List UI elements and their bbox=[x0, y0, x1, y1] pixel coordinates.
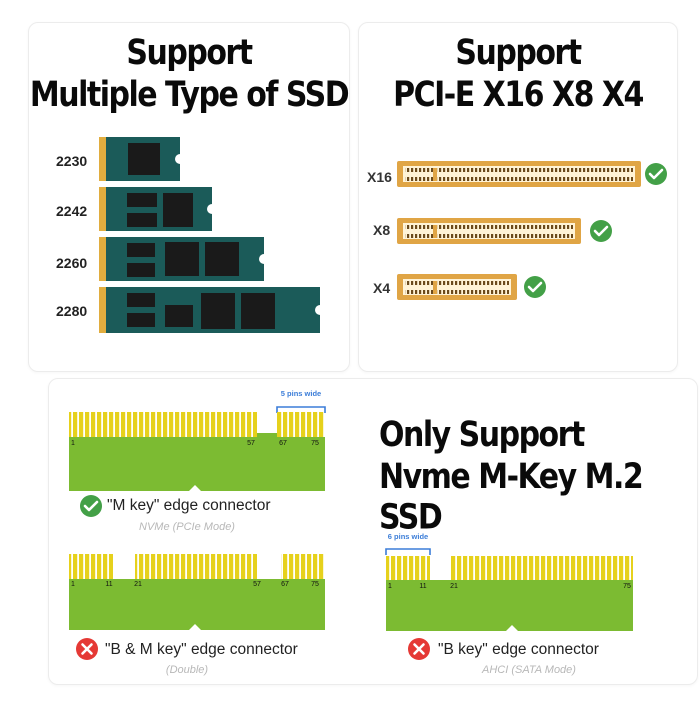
ssd-size-label-2280: 2280 bbox=[56, 303, 88, 319]
m-key-bracket bbox=[276, 406, 326, 413]
pin-number: 75 bbox=[623, 583, 631, 590]
ssd-size-label-2260: 2260 bbox=[56, 255, 88, 271]
ssd-size-label-2242: 2242 bbox=[56, 203, 88, 219]
ssd-panel-title-line1: Support bbox=[126, 33, 253, 74]
ssd-types-panel: Support Multiple Type of SSD 2230 2242 2… bbox=[28, 22, 350, 372]
connector-panel: Only Support Nvme M-Key M.2 SSD bbox=[48, 378, 698, 685]
pin-number: 1 bbox=[71, 440, 75, 447]
pin-number: 57 bbox=[253, 581, 261, 588]
pin-number: 21 bbox=[134, 581, 142, 588]
ssd-2260-module bbox=[99, 237, 264, 281]
b-key-subcaption: AHCI (SATA Mode) bbox=[482, 664, 576, 676]
pin-number: 67 bbox=[279, 440, 287, 447]
pcie-panel-title-line1: Support bbox=[455, 33, 582, 74]
pin-number: 75 bbox=[311, 440, 319, 447]
pcie-x16-slot bbox=[397, 161, 641, 187]
pin-number: 21 bbox=[450, 583, 458, 590]
pcie-x8-slot bbox=[397, 218, 581, 244]
ssd-size-label-2230: 2230 bbox=[56, 153, 88, 169]
b-key-pins-wide-label: 6 pins wide bbox=[388, 532, 428, 541]
connector-panel-title-line1: Only Support bbox=[379, 415, 585, 456]
bm-key-caption: "B & M key" edge connector bbox=[105, 641, 298, 658]
pin-number: 11 bbox=[105, 581, 112, 588]
ssd-2280-module bbox=[99, 287, 320, 333]
pin-number: 1 bbox=[71, 581, 75, 588]
m-key-pins-wide-label: 5 pins wide bbox=[281, 389, 321, 398]
ssd-modules-illustration bbox=[99, 137, 320, 333]
connector-diagrams: 5 pins wide 6 pins wide 1 57 67 75 1 11 … bbox=[69, 389, 633, 660]
check-icon bbox=[645, 163, 667, 185]
pcie-x4-slot bbox=[397, 274, 517, 300]
pcie-slot-label-x16: X16 bbox=[367, 169, 392, 185]
ssd-panel-title-line2: Multiple Type of SSD bbox=[29, 75, 350, 116]
b-key-bracket bbox=[385, 548, 431, 555]
m-key-connector bbox=[69, 406, 326, 491]
check-icon bbox=[80, 495, 102, 517]
ssd-2230-module bbox=[99, 137, 180, 181]
connector-panel-title-line2: Nvme M-Key M.2 SSD bbox=[379, 457, 644, 538]
pcie-slot-label-x8: X8 bbox=[373, 222, 391, 238]
pin-number: 11 bbox=[419, 583, 426, 590]
check-icon bbox=[590, 220, 612, 242]
ssd-2242-module bbox=[99, 187, 212, 231]
check-icon bbox=[524, 276, 546, 298]
m-key-caption: "M key" edge connector bbox=[107, 497, 271, 514]
pin-number: 1 bbox=[388, 583, 392, 590]
pin-number: 67 bbox=[281, 581, 289, 588]
pcie-panel: Support PCI-E X16 X8 X4 X16 X8 X4 bbox=[358, 22, 678, 372]
pin-number: 75 bbox=[311, 581, 319, 588]
pcie-slots-illustration bbox=[397, 161, 667, 300]
pcie-panel-title-line2: PCI-E X16 X8 X4 bbox=[393, 75, 644, 116]
b-key-connector bbox=[385, 548, 633, 631]
bm-key-connector bbox=[69, 554, 325, 630]
bm-key-subcaption: (Double) bbox=[165, 664, 209, 676]
pcie-slot-label-x4: X4 bbox=[373, 280, 391, 296]
cross-icon bbox=[76, 638, 98, 660]
pin-number: 57 bbox=[247, 440, 255, 447]
m-key-subcaption: NVMe (PCIe Mode) bbox=[139, 521, 235, 533]
b-key-caption: "B key" edge connector bbox=[438, 641, 599, 658]
cross-icon bbox=[408, 638, 430, 660]
